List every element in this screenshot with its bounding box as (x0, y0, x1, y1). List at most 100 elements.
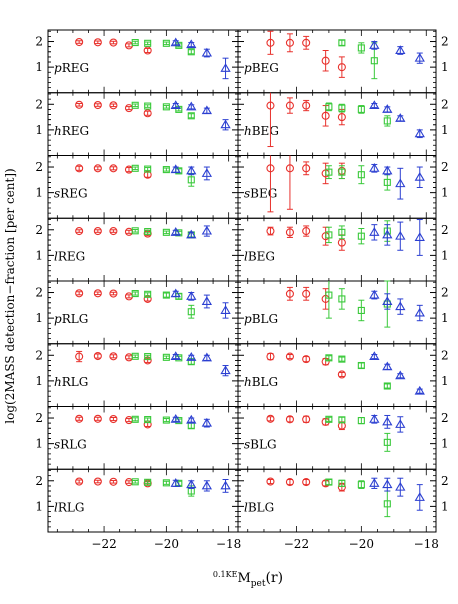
panel-label: pBEG (244, 61, 279, 75)
data-point-blue (395, 167, 406, 200)
data-point-blue (186, 165, 197, 176)
y-tick-label: 2 (441, 223, 449, 237)
marker-triangle (201, 352, 213, 362)
data-point-red (75, 289, 84, 298)
data-point-green (187, 422, 195, 430)
data-point-green (144, 478, 152, 486)
y-axis-title: log(2MASS detection−fraction [per cent]) (3, 168, 17, 423)
marker-triangle (186, 414, 197, 424)
data-point-red (93, 38, 102, 47)
marker-square (131, 164, 139, 172)
data-point-blue (201, 225, 213, 237)
data-point-red (143, 294, 152, 303)
marker-square (357, 232, 365, 240)
data-point-green (162, 479, 170, 487)
data-point-blue (395, 416, 406, 433)
marker-circle (266, 477, 275, 486)
y-tick-label: 2 (441, 474, 449, 488)
marker-square (338, 228, 346, 236)
data-point-red (266, 155, 275, 213)
marker-circle (93, 38, 102, 47)
panel-label: hREG (54, 124, 89, 138)
panel-label: sBEG (244, 187, 277, 201)
panel-label-text: BEG (252, 124, 279, 138)
panel-label-text: REG (62, 61, 89, 75)
data-point-blue (395, 45, 406, 55)
marker-circle (302, 355, 311, 364)
marker-triangle (201, 417, 213, 427)
data-point-red (302, 286, 311, 301)
marker-square (325, 103, 333, 111)
data-point-blue (186, 479, 197, 489)
data-point-red (266, 226, 275, 236)
marker-square (162, 353, 170, 361)
marker-triangle (201, 105, 213, 115)
marker-circle (302, 38, 311, 47)
data-point-green (357, 105, 365, 114)
marker-triangle (382, 361, 393, 371)
data-point-blue (414, 385, 425, 395)
y-tick-label: 2 (35, 35, 43, 49)
marker-square (187, 308, 195, 316)
marker-triangle (382, 165, 393, 175)
marker-triangle (395, 230, 406, 240)
data-point-green (131, 289, 139, 298)
panel-label: lREG (54, 249, 85, 263)
panel: 1 2 hBEG (237, 92, 449, 156)
data-point-blue (414, 304, 425, 322)
data-point-blue (186, 101, 197, 111)
marker-circle (302, 415, 311, 424)
marker-circle (321, 56, 330, 65)
data-point-red (93, 227, 102, 236)
marker-triangle (186, 352, 197, 361)
marker-square (162, 39, 170, 47)
marker-square (357, 417, 365, 425)
data-point-blue (170, 37, 181, 47)
panel: 1 2 pBEG (237, 29, 449, 94)
marker-triangle (201, 225, 213, 235)
marker-circle (75, 227, 84, 236)
data-point-blue (170, 288, 181, 298)
marker-circle (285, 164, 294, 173)
panel-label-text: BEG (250, 187, 277, 201)
data-point-green (144, 165, 152, 173)
panel-label: lBLG (244, 500, 274, 514)
marker-square (383, 117, 391, 125)
data-point-blue (395, 221, 406, 251)
y-tick-label: 1 (441, 248, 449, 262)
panel: 1 2 lBEG (237, 217, 449, 282)
marker-circle (75, 289, 84, 298)
marker-square (338, 168, 346, 176)
y-tick-label: 2 (35, 348, 43, 362)
marker-triangle (186, 101, 197, 111)
data-point-red (124, 41, 134, 50)
marker-square (325, 478, 333, 486)
marker-triangle (186, 165, 197, 175)
marker-square (131, 352, 139, 360)
data-point-green (187, 48, 195, 56)
marker-square (144, 478, 152, 486)
y-tick-label: 1 (441, 186, 449, 200)
data-point-blue (382, 165, 393, 176)
marker-triangle (395, 45, 406, 54)
data-point-blue (201, 294, 213, 309)
data-point-red (93, 414, 102, 423)
panel-frame (237, 468, 437, 533)
data-point-blue (395, 477, 406, 497)
data-point-green (144, 290, 152, 298)
marker-triangle (369, 100, 380, 110)
data-point-blue (201, 417, 213, 428)
data-point-blue (414, 166, 425, 189)
data-point-green (162, 39, 170, 47)
marker-circle (302, 227, 311, 236)
panel-label-text: RLG (62, 312, 89, 326)
data-point-green (162, 291, 170, 299)
marker-circle (109, 164, 118, 173)
marker-circle (285, 228, 294, 237)
y-tick-label: 1 (35, 248, 43, 262)
data-point-blue (395, 370, 406, 380)
marker-circle (109, 352, 118, 361)
